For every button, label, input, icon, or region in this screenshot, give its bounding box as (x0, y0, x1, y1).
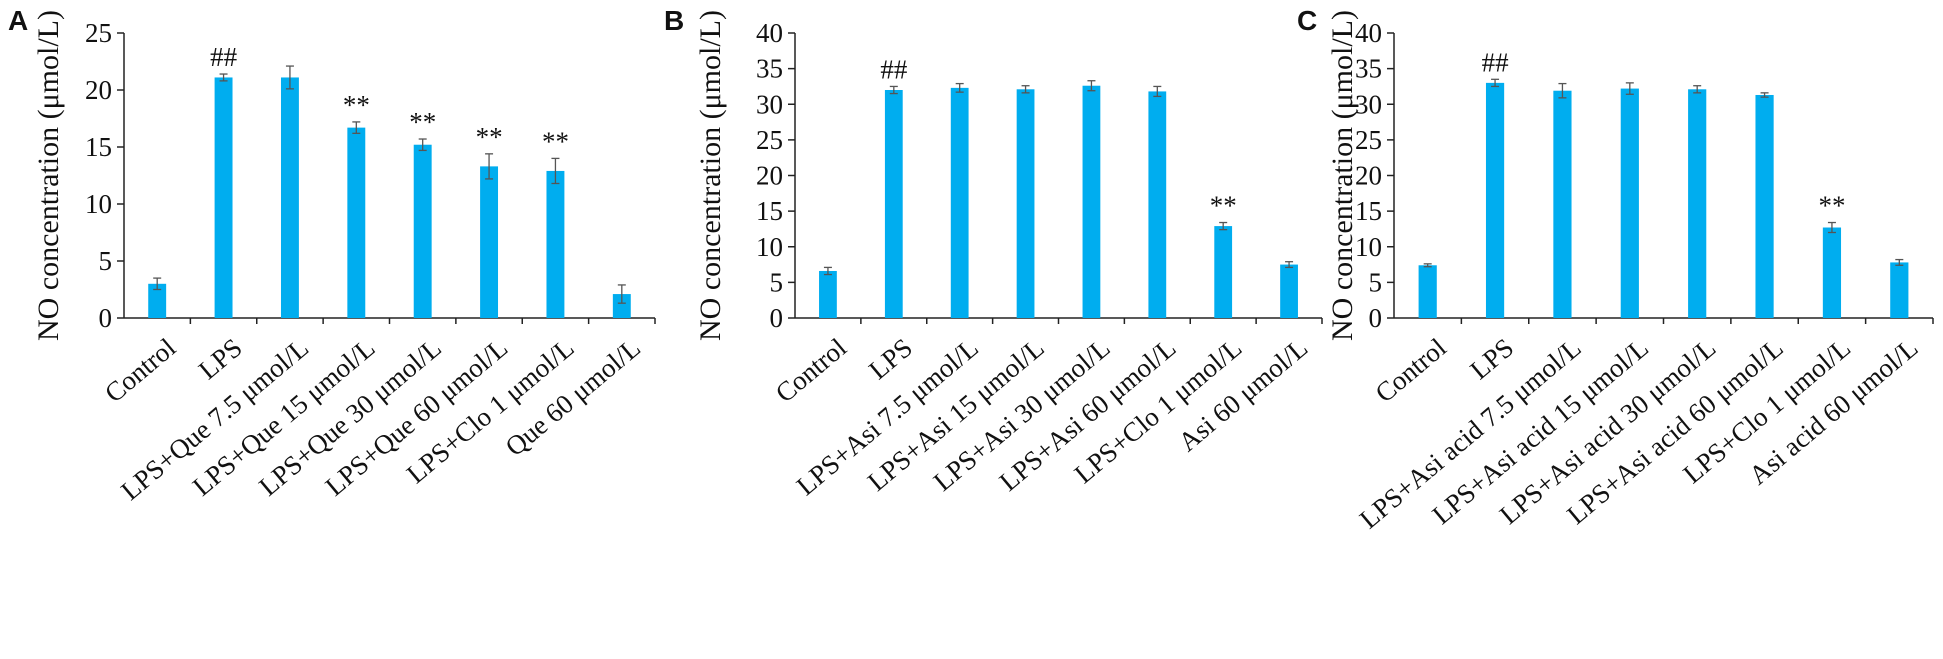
category-label: Control (770, 332, 852, 408)
bar (1485, 82, 1505, 318)
significance-label: ** (1210, 191, 1237, 221)
y-tick-label: 15 (85, 132, 112, 162)
bar (148, 283, 167, 318)
category-label: Control (1369, 332, 1451, 408)
y-tick-label: 35 (756, 54, 783, 84)
y-axis-title: NO concentration (μmol/L) (1326, 10, 1359, 341)
category-label: LPS (1464, 332, 1519, 385)
bar (1418, 265, 1437, 318)
y-tick-label: 5 (1369, 267, 1383, 297)
y-tick-label: 30 (1355, 89, 1382, 119)
bar (280, 77, 299, 319)
bar (546, 170, 565, 318)
bar (1280, 264, 1298, 318)
y-tick-label: 35 (1355, 54, 1382, 84)
bar (819, 270, 837, 318)
bar (1016, 89, 1035, 318)
bar (1755, 94, 1774, 318)
bar (1620, 88, 1639, 318)
bar (214, 77, 233, 319)
panel-letter: B (664, 5, 684, 36)
y-tick-label: 5 (770, 267, 784, 297)
panel-letter: C (1297, 5, 1317, 36)
significance-label: ## (210, 42, 238, 72)
category-label: Control (99, 332, 181, 408)
y-axis-title: NO concentration (μmol/L) (32, 10, 65, 341)
panel-b: B 0 5 10 15 20 25 30 35 40 NO concentration (μmol/… (664, 5, 1323, 501)
y-tick-label: 10 (85, 189, 112, 219)
y-tick-label: 30 (756, 89, 783, 119)
y-tick-label: 25 (85, 18, 112, 48)
y-tick-label: 0 (770, 303, 784, 333)
significance-label: ## (880, 54, 908, 84)
bar (1553, 90, 1572, 319)
significance-label: ** (542, 126, 569, 156)
bar (1688, 89, 1707, 318)
y-tick-label: 0 (99, 303, 113, 333)
bar (413, 144, 432, 318)
significance-label: ** (1818, 191, 1845, 221)
y-tick-label: 5 (99, 246, 113, 276)
y-tick-label: 25 (1355, 125, 1382, 155)
y-tick-label: 40 (756, 18, 783, 48)
bar (950, 87, 969, 318)
significance-label: ** (476, 122, 503, 152)
panel-letter: A (8, 5, 28, 36)
bar (1890, 262, 1909, 318)
significance-label: ## (1482, 47, 1510, 77)
y-tick-label: 0 (1369, 303, 1383, 333)
bar (1214, 226, 1233, 318)
bar (480, 166, 499, 318)
y-tick-label: 40 (1355, 18, 1382, 48)
y-tick-label: 15 (756, 196, 783, 226)
y-tick-label: 10 (1355, 232, 1382, 262)
significance-label: ** (343, 90, 370, 120)
y-tick-label: 25 (756, 125, 783, 155)
bar (1082, 85, 1101, 318)
bar (1822, 227, 1842, 318)
bar (884, 90, 903, 318)
y-axis-title: NO concentration (μmol/L) (694, 10, 727, 341)
y-tick-label: 10 (756, 232, 783, 262)
y-tick-label: 20 (1355, 161, 1382, 191)
bar (347, 127, 366, 319)
y-tick-label: 15 (1355, 196, 1382, 226)
panel-a: A 0 5 10 15 20 25 NO concentration (μmol/L) Cont… (8, 5, 656, 506)
bar (612, 294, 631, 318)
y-tick-label: 20 (85, 75, 112, 105)
bar (1148, 91, 1167, 318)
significance-label: ** (409, 107, 436, 137)
y-tick-label: 20 (756, 161, 783, 191)
category-label: LPS (193, 332, 248, 385)
